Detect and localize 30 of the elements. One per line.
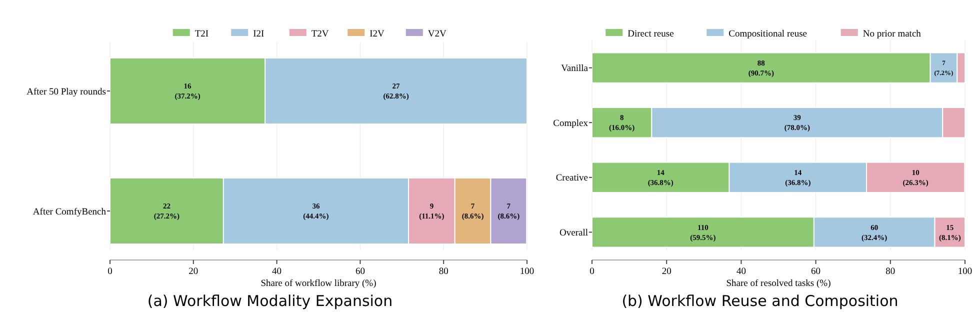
x-tick-label: 0 — [108, 267, 113, 277]
x-tick-label: 80 — [438, 267, 449, 277]
legend-label: I2I — [253, 29, 264, 40]
y-tick-label: Vanilla — [561, 64, 589, 74]
legend-label: T2V — [311, 29, 329, 40]
text: (a) Workflow Modality Expansion — [147, 292, 393, 310]
x-axis-title: Share of resolved tasks (%) — [726, 279, 831, 289]
y-tick-label: Creative — [556, 174, 588, 184]
y-tick-label: Overall — [560, 228, 588, 239]
x-axis-title: Share of workflow library (%) — [260, 279, 376, 289]
legend-label: Direct reuse — [628, 29, 674, 40]
x-tick-label: 100 — [958, 267, 972, 277]
legend-label: Compositional reuse — [728, 29, 807, 40]
legend-label: No prior match — [862, 29, 922, 40]
x-tick-label: 20 — [662, 267, 672, 277]
y-tick-label: After ComfyBench — [32, 207, 106, 218]
x-tick-label: 40 — [736, 267, 746, 277]
text: (b) Workflow Reuse and Composition — [622, 292, 898, 310]
legend-label: T2I — [194, 29, 209, 40]
legend-label: V2V — [428, 29, 446, 40]
x-tick-label: 60 — [355, 267, 366, 277]
legend-label: I2V — [370, 29, 385, 40]
x-tick-label: 40 — [272, 267, 282, 277]
x-tick-label: 100 — [520, 267, 534, 277]
y-tick-label: After 50 Play rounds — [26, 87, 106, 98]
x-tick-label: 0 — [590, 267, 595, 277]
x-tick-label: 20 — [188, 267, 198, 277]
x-tick-label: 80 — [886, 267, 896, 277]
x-tick-label: 60 — [811, 267, 821, 277]
y-tick-label: Complex — [553, 118, 588, 129]
